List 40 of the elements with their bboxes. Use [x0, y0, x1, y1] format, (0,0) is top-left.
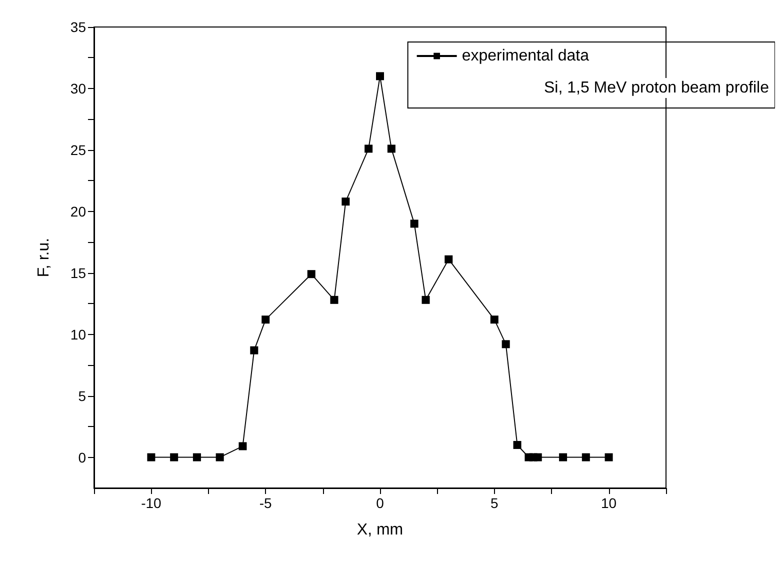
point [147, 453, 156, 462]
y-tick-label: 25 [70, 142, 86, 158]
y-tick-label: 5 [78, 388, 86, 404]
point [330, 296, 338, 304]
point [559, 453, 568, 462]
point [170, 453, 178, 462]
point [262, 316, 270, 324]
x-tick-label: -5 [259, 495, 272, 511]
point [502, 340, 510, 348]
point [238, 442, 247, 450]
y-tick-label: 30 [70, 80, 86, 96]
point [387, 144, 396, 153]
point [534, 453, 542, 462]
point [250, 346, 258, 354]
x-axis-title: X, mm [356, 522, 404, 538]
point [192, 453, 201, 462]
point [216, 453, 224, 462]
y-tick-label: 15 [70, 264, 86, 281]
point [604, 453, 613, 462]
legend-label: experimental data [462, 48, 590, 64]
point [307, 270, 316, 278]
x-tick-label: 10 [601, 495, 617, 511]
point [513, 440, 522, 449]
point [490, 316, 498, 324]
y-tick-label: 10 [70, 326, 86, 342]
point [444, 255, 453, 264]
point [582, 453, 590, 462]
y-axis-title: F, r.u. [36, 238, 52, 278]
y-tick-label: 35 [70, 19, 86, 35]
x-tick-label: -10 [141, 495, 162, 511]
point [422, 296, 430, 304]
point [410, 220, 418, 228]
y-tick-label: 0 [78, 449, 86, 466]
y-tick-label: 20 [70, 203, 86, 220]
annotation: Si, 1,5 MeV proton beam profile [544, 80, 770, 96]
point [342, 198, 350, 206]
point [364, 144, 373, 153]
point [376, 72, 384, 80]
x-tick-label: 0 [376, 495, 384, 511]
x-tick-label: 5 [490, 495, 498, 511]
